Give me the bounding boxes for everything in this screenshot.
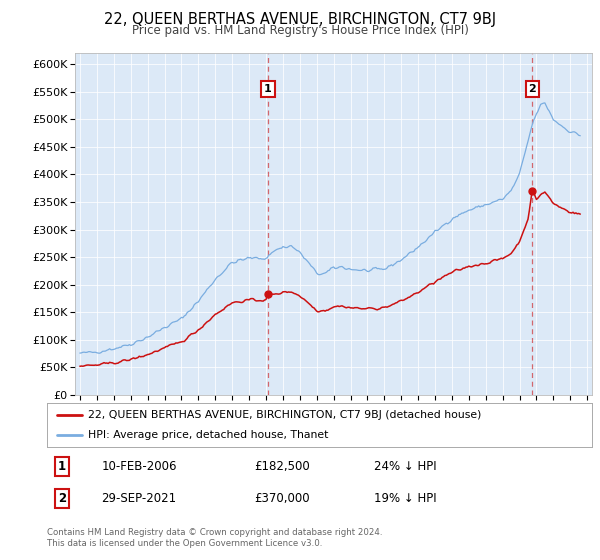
Text: 29-SEP-2021: 29-SEP-2021 bbox=[101, 492, 176, 505]
Text: Contains HM Land Registry data © Crown copyright and database right 2024.
This d: Contains HM Land Registry data © Crown c… bbox=[47, 528, 382, 548]
Text: 22, QUEEN BERTHAS AVENUE, BIRCHINGTON, CT7 9BJ: 22, QUEEN BERTHAS AVENUE, BIRCHINGTON, C… bbox=[104, 12, 496, 27]
Text: 22, QUEEN BERTHAS AVENUE, BIRCHINGTON, CT7 9BJ (detached house): 22, QUEEN BERTHAS AVENUE, BIRCHINGTON, C… bbox=[88, 410, 481, 420]
Text: 2: 2 bbox=[529, 84, 536, 94]
Text: HPI: Average price, detached house, Thanet: HPI: Average price, detached house, Than… bbox=[88, 430, 328, 440]
Text: 10-FEB-2006: 10-FEB-2006 bbox=[101, 460, 177, 473]
Text: 19% ↓ HPI: 19% ↓ HPI bbox=[374, 492, 436, 505]
Text: 1: 1 bbox=[58, 460, 66, 473]
Text: Price paid vs. HM Land Registry's House Price Index (HPI): Price paid vs. HM Land Registry's House … bbox=[131, 24, 469, 36]
Text: 2: 2 bbox=[58, 492, 66, 505]
Text: 24% ↓ HPI: 24% ↓ HPI bbox=[374, 460, 436, 473]
Text: £370,000: £370,000 bbox=[254, 492, 310, 505]
Text: £182,500: £182,500 bbox=[254, 460, 310, 473]
Text: 1: 1 bbox=[264, 84, 272, 94]
